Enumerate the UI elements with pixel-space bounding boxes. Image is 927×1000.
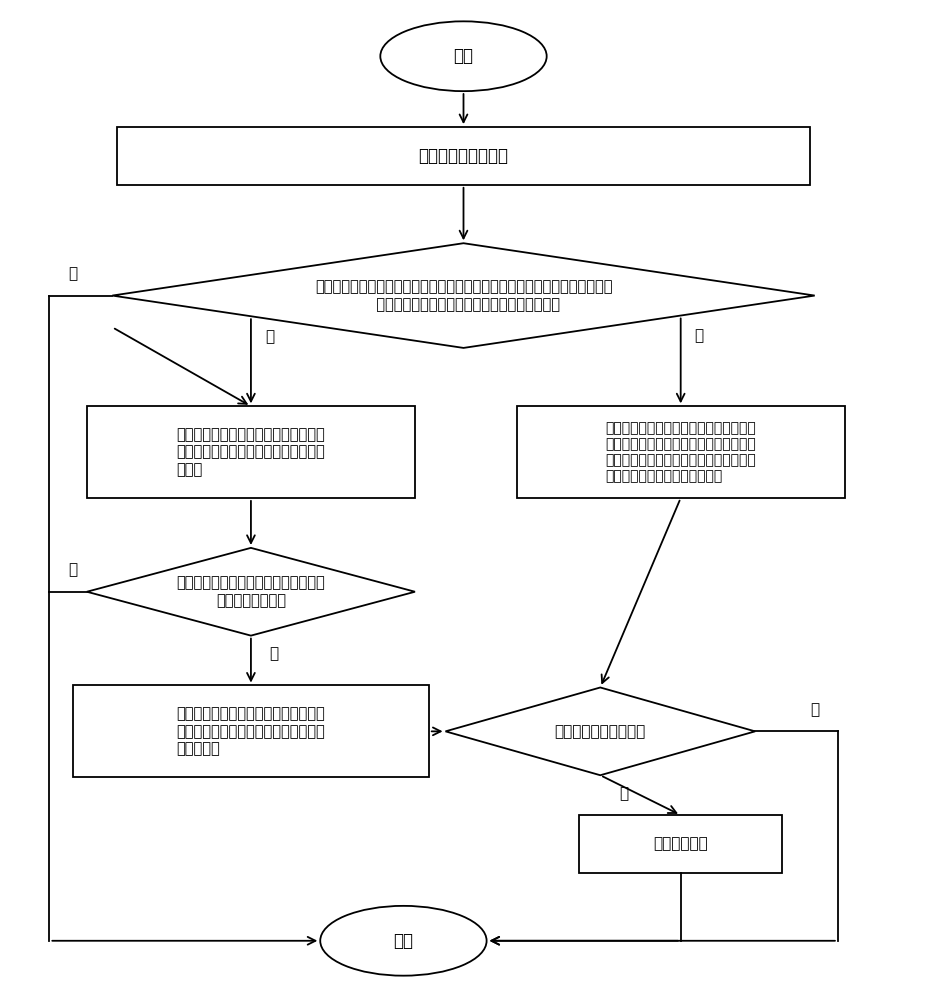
Text: 若检测到主继电器与负继电器之间发生
粘连故障，则对车辆进行上电和下电多
次操作: 若检测到主继电器与负继电器之间发生 粘连故障，则对车辆进行上电和下电多 次操作 [176, 427, 325, 477]
Text: 在车辆处于静止状态时，按预设频次分
别控制主继电器与负继电器低压供电回
路的通断，: 在车辆处于静止状态时，按预设频次分 别控制主继电器与负继电器低压供电回 路的通断… [176, 706, 325, 756]
Text: 是: 是 [810, 702, 819, 717]
Text: 是: 是 [265, 329, 274, 344]
Text: 否: 否 [619, 786, 628, 801]
Text: 粘连故障是否恢复正常: 粘连故障是否恢复正常 [554, 724, 646, 739]
Text: 开始: 开始 [453, 47, 474, 65]
Text: 否: 否 [270, 646, 279, 661]
Text: 提示故障信息: 提示故障信息 [654, 837, 708, 852]
Text: 电池系统高压回路中的主继电器与负继电器之间是否发生粘连故障，以及直流
  正继电器与直流负继电器之间是否发生粘连故障: 电池系统高压回路中的主继电器与负继电器之间是否发生粘连故障，以及直流 正继电器与… [315, 279, 612, 312]
Text: 否: 否 [68, 266, 77, 281]
Text: 检测主继电器与负继电器之间的粘连故
障是否恢复正常；: 检测主继电器与负继电器之间的粘连故 障是否恢复正常； [176, 576, 325, 608]
Text: 是: 是 [694, 328, 704, 343]
Text: 读取故障码或电压值: 读取故障码或电压值 [418, 147, 509, 165]
Text: 结束: 结束 [393, 932, 413, 950]
Text: 是: 是 [68, 562, 77, 577]
Text: 若检测直流正继电器与直流负继电器之间
发生粘连故障，则在车辆处于静止状态时
，按预设频次分别控制直流正继电器和直
流负继电器低压供电回路的通断: 若检测直流正继电器与直流负继电器之间 发生粘连故障，则在车辆处于静止状态时 ，按… [605, 421, 756, 483]
